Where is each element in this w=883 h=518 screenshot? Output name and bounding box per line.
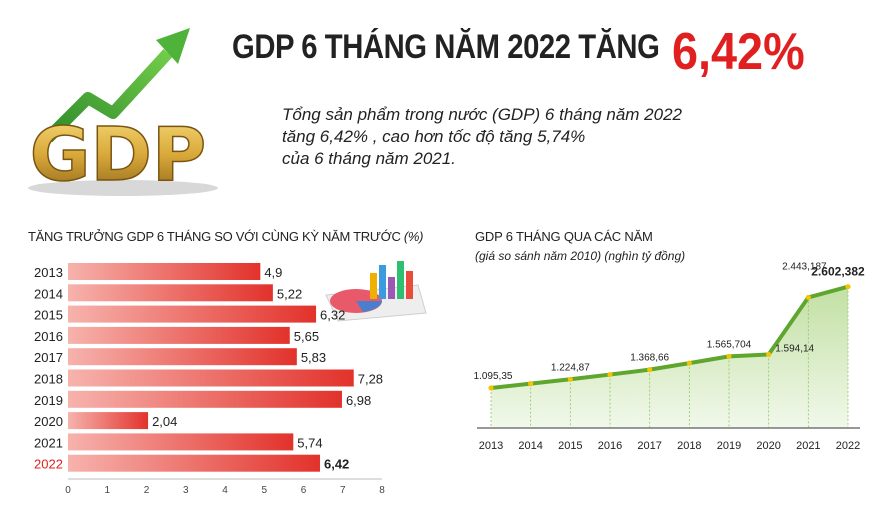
data-point: [845, 284, 851, 290]
bar: [68, 412, 149, 430]
bar: [68, 390, 342, 408]
x-tick-label: 2015: [558, 440, 582, 452]
data-point: [647, 367, 653, 373]
bar: [68, 348, 297, 366]
line-chart-title: GDP 6 THÁNG QUA CÁC NĂM: [475, 229, 653, 244]
bar-category-label: 2013: [34, 265, 63, 280]
bar-category-label: 2022: [34, 457, 63, 472]
x-tick-label: 2017: [637, 440, 661, 452]
data-point: [686, 360, 692, 366]
title-main: GDP 6 THÁNG NĂM 2022 TĂNG: [232, 28, 660, 66]
bar: [68, 305, 317, 323]
chart-decoration-icon: [325, 261, 427, 322]
point-value-label: 1.224,87: [551, 362, 590, 373]
bar-chart-title: TĂNG TRƯỞNG GDP 6 THÁNG SO VỚI CÙNG KỲ N…: [28, 229, 424, 244]
bar-category-label: 2015: [34, 308, 63, 323]
x-tick-label: 0: [65, 485, 71, 496]
bar-chart-unit: (%): [403, 229, 424, 244]
point-value-label: 1.095,35: [474, 371, 513, 382]
intro-line: của 6 tháng năm 2021.: [282, 149, 456, 168]
data-point: [805, 294, 811, 301]
data-point: [567, 376, 573, 382]
point-value-label: 2.602,382: [811, 265, 865, 279]
data-point: [726, 353, 732, 359]
x-tick-label: 2013: [479, 440, 503, 452]
x-tick-label: 2018: [677, 440, 701, 452]
bar-value-label: 4,9: [264, 265, 282, 280]
intro-line: Tổng sản phẩm trong nước (GDP) 6 tháng n…: [282, 105, 682, 124]
point-value-label: 1.594,14: [775, 343, 814, 354]
growth-arrow-icon: [43, 48, 173, 143]
x-tick-label: 8: [379, 485, 385, 496]
bar-category-label: 2019: [34, 393, 63, 408]
bar-category-label: 2017: [34, 350, 63, 365]
point-value-label: 2.443,187: [782, 261, 827, 272]
bar-category-label: 2016: [34, 329, 63, 344]
bar-value-label: 5,22: [277, 286, 302, 301]
bar: [68, 454, 320, 472]
bar-value-label: 5,83: [301, 350, 326, 365]
page-title: GDP 6 THÁNG NĂM 2022 TĂNG 6,42%: [232, 23, 805, 90]
x-tick-label: 2022: [836, 440, 860, 452]
bar: [68, 284, 273, 302]
data-point: [488, 385, 494, 391]
bar-category-label: 2014: [34, 286, 63, 301]
x-tick-label: 4: [222, 485, 228, 496]
x-tick-label: 2021: [796, 440, 820, 452]
bar: [68, 369, 354, 387]
line-chart-subtitle: (giá so sánh năm 2010) (nghìn tỷ đồng): [475, 249, 686, 263]
x-tick-label: 1: [104, 485, 110, 496]
bar-value-label: 5,74: [297, 435, 322, 450]
x-tick-label: 2: [144, 485, 150, 496]
data-point: [766, 351, 772, 358]
bar: [68, 433, 294, 451]
data-point: [528, 381, 534, 387]
x-tick-label: 3: [183, 485, 189, 496]
bar: [68, 326, 290, 344]
data-point: [607, 371, 613, 378]
bar-value-label: 6,42: [324, 457, 349, 472]
bar-value-label: 2,04: [152, 414, 177, 429]
bar-category-label: 2020: [34, 414, 63, 429]
series-line: [490, 284, 849, 390]
gdp-logo-illustration: GDP: [28, 28, 218, 199]
x-tick-label: 2020: [756, 440, 780, 452]
bar-value-label: 5,65: [294, 329, 319, 344]
bar: [68, 263, 261, 280]
x-tick-label: 5: [261, 485, 267, 496]
title-accent-value: 6,42%: [672, 23, 805, 81]
bar-value-label: 6,98: [346, 393, 371, 408]
x-tick-label: 2016: [598, 440, 622, 452]
x-tick-label: 2019: [717, 440, 741, 452]
x-tick-label: 2014: [518, 440, 542, 452]
area-fill: [491, 286, 848, 428]
intro-text: Tổng sản phẩm trong nước (GDP) 6 tháng n…: [282, 104, 722, 170]
bar-value-label: 6,32: [320, 308, 345, 323]
x-tick-label: 6: [301, 485, 307, 496]
bar-category-label: 2021: [34, 435, 63, 450]
point-value-label: 1.565,704: [707, 339, 752, 350]
intro-line: tăng 6,42% , cao hơn tốc độ tăng 5,74%: [282, 127, 586, 146]
bar-value-label: 7,28: [358, 372, 383, 387]
x-tick-label: 7: [340, 485, 346, 496]
bar-category-label: 2018: [34, 372, 63, 387]
point-value-label: 1.368,66: [630, 353, 669, 364]
logo-text: GDP: [30, 112, 206, 198]
